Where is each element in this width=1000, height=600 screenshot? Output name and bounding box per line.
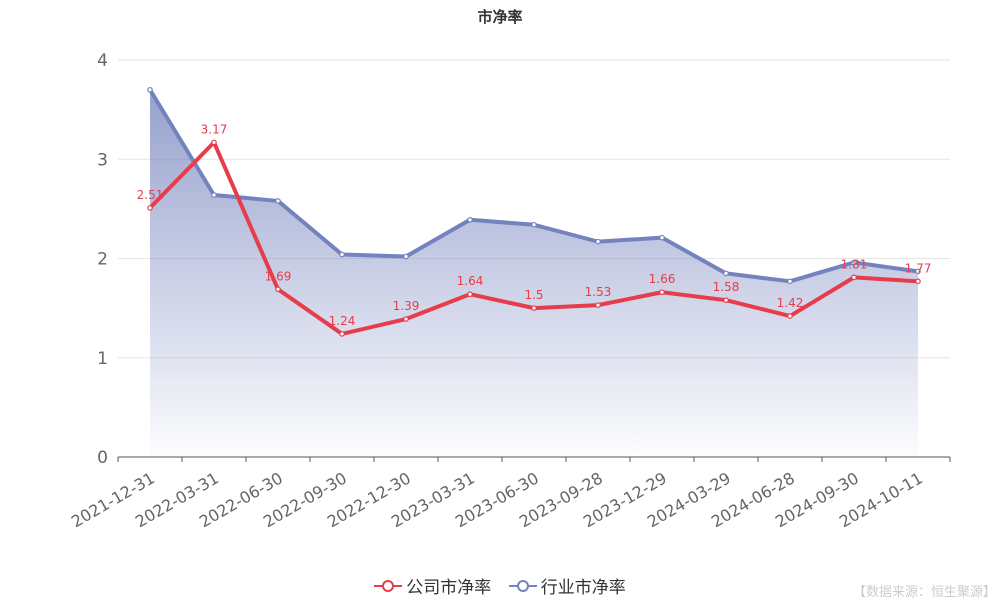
industry-data-point [339,251,345,258]
chart-title: 市净率 [477,8,523,26]
company-data-point [403,316,409,322]
legend-marker-company [374,579,403,592]
industry-data-point [851,259,857,266]
company-data-label: 1.77 [905,261,932,275]
industry-data-point [275,198,281,204]
company-data-point [531,305,537,311]
industry-data-point [915,268,921,275]
company-data-label: 1.24 [329,314,356,328]
industry-data-point [403,253,409,260]
company-data-point [915,278,921,285]
company-data-label: 1.53 [585,285,612,299]
y-tick-label: 0 [97,448,108,468]
industry-data-point [531,221,537,228]
company-data-point [787,313,793,319]
company-data-point [659,289,665,296]
company-data-point [723,297,729,303]
y-tick-label: 3 [97,150,108,170]
company-data-label: 1.58 [713,280,740,294]
company-data-label: 1.69 [265,269,292,283]
legend-item-company[interactable]: 公司市净率 [374,573,491,598]
industry-data-point [467,216,473,223]
y-tick-label: 4 [97,51,108,71]
legend-marker-industry [508,579,537,592]
company-data-point [147,205,153,211]
company-data-label: 3.17 [201,122,228,136]
company-data-label: 1.81 [841,257,868,271]
legend-label-industry: 行业市净率 [540,578,626,598]
y-tick-label: 1 [97,349,108,369]
company-data-point [851,274,857,281]
company-data-point [211,139,217,146]
y-tick-label: 2 [97,250,108,270]
company-data-point [339,331,345,337]
industry-area [150,89,918,458]
industry-data-point [147,86,153,93]
company-data-label: 1.39 [393,299,420,313]
source-note: 【数据来源：恒生聚源】 [852,585,996,600]
company-data-label: 2.51 [137,188,164,202]
industry-data-point [595,238,601,245]
company-data-point [275,286,281,293]
company-data-point [467,291,473,298]
chart-legend: 公司市净率 行业市净率 [0,573,1000,598]
company-data-label: 1.5 [524,288,543,302]
industry-data-point [211,192,217,198]
company-data-label: 1.66 [649,272,676,286]
legend-item-industry[interactable]: 行业市净率 [508,573,626,598]
industry-data-point [659,234,665,241]
company-data-label: 1.64 [457,274,484,288]
company-data-point [595,302,601,308]
legend-label-company: 公司市净率 [406,578,492,598]
industry-data-point [723,270,729,277]
industry-data-point [787,278,793,285]
company-data-label: 1.42 [777,296,804,310]
